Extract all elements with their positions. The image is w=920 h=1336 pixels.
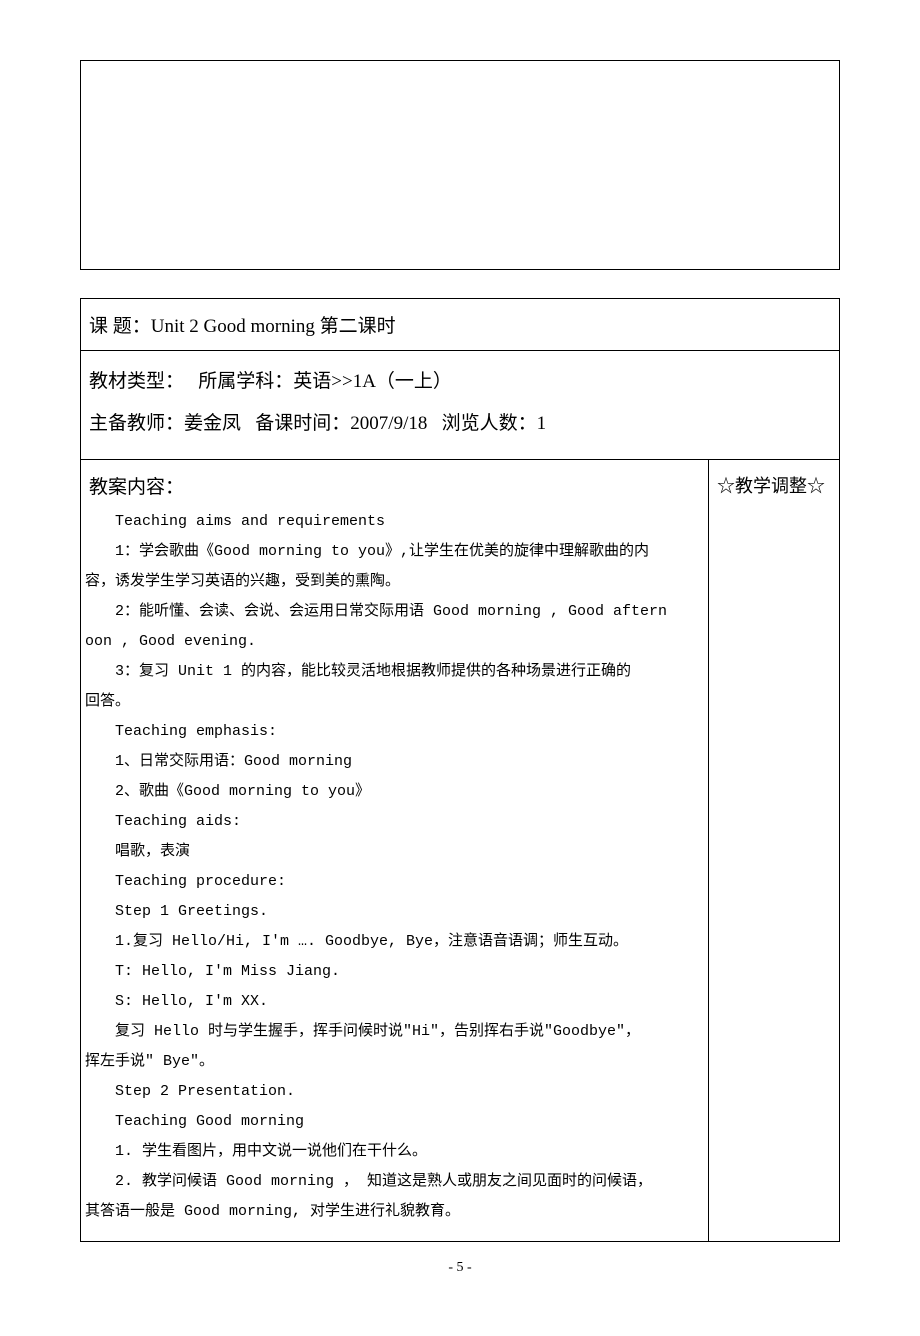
content-line: 复习 Hello 时与学生握手，挥手问候时说"Hi"，告别挥右手说"Goodby… [85, 1017, 704, 1047]
content-line: Step 2 Presentation. [85, 1077, 704, 1107]
content-line: 回答。 [85, 687, 704, 717]
lesson-plan-table: 课 题：Unit 2 Good morning 第二课时 教材类型： 所属学科：… [80, 298, 840, 1242]
adjustment-heading: ☆教学调整☆ [713, 470, 835, 506]
content-line: Teaching procedure: [85, 867, 704, 897]
content-line: Teaching Good morning [85, 1107, 704, 1137]
content-line: 1.复习 Hello/Hi, I'm …. Goodbye, Bye，注意语音语… [85, 927, 704, 957]
views-value: 1 [537, 413, 547, 434]
content-line: 2. 教学问候语 Good morning ， 知道这是熟人或朋友之间见面时的问… [85, 1167, 704, 1197]
content-line: Teaching emphasis: [85, 717, 704, 747]
content-line: 容，诱发学生学习英语的兴趣，受到美的熏陶。 [85, 567, 704, 597]
content-line: 1. 学生看图片，用中文说一说他们在干什么。 [85, 1137, 704, 1167]
content-body: Teaching aims and requirements1：学会歌曲《Goo… [85, 507, 704, 1227]
subject-value: 英语>>1A（一上） [293, 371, 452, 392]
content-line: S: Hello, I'm XX. [85, 987, 704, 1017]
prep-time-value: 2007/9/18 [350, 413, 427, 434]
content-line: 唱歌，表演 [85, 837, 704, 867]
content-line: 其答语一般是 Good morning, 对学生进行礼貌教育。 [85, 1197, 704, 1227]
meta-line-1: 教材类型： 所属学科：英语>>1A（一上） [89, 361, 831, 403]
content-line: Step 1 Greetings. [85, 897, 704, 927]
title-label: 课 题： [89, 316, 151, 337]
title-value: Unit 2 Good morning 第二课时 [151, 316, 396, 337]
teacher-label: 主备教师： [89, 413, 184, 434]
page-number: - 5 - [80, 1260, 840, 1276]
content-line: T: Hello, I'm Miss Jiang. [85, 957, 704, 987]
content-heading: 教案内容： [85, 470, 704, 507]
content-line: oon , Good evening. [85, 627, 704, 657]
meta-line-2: 主备教师：姜金凤 备课时间：2007/9/18 浏览人数：1 [89, 403, 831, 445]
views-label: 浏览人数： [442, 413, 537, 434]
content-line: 1、日常交际用语：Good morning [85, 747, 704, 777]
content-line: Teaching aims and requirements [85, 507, 704, 537]
prep-time-label: 备课时间： [255, 413, 350, 434]
meta-row: 教材类型： 所属学科：英语>>1A（一上） 主备教师：姜金凤 备课时间：2007… [81, 351, 839, 460]
content-line: 挥左手说" Bye"。 [85, 1047, 704, 1077]
content-line: Teaching aids: [85, 807, 704, 837]
adjustment-column: ☆教学调整☆ [709, 460, 839, 1241]
lesson-content-column: 教案内容： Teaching aims and requirements1：学会… [81, 460, 709, 1241]
content-line: 2：能听懂、会读、会说、会运用日常交际用语 Good morning , Goo… [85, 597, 704, 627]
top-empty-box [80, 60, 840, 270]
content-line: 1：学会歌曲《Good morning to you》,让学生在优美的旋律中理解… [85, 537, 704, 567]
content-line: 3：复习 Unit 1 的内容，能比较灵活地根据教师提供的各种场景进行正确的 [85, 657, 704, 687]
content-line: 2、歌曲《Good morning to you》 [85, 777, 704, 807]
teacher-value: 姜金凤 [184, 413, 241, 434]
title-row: 课 题：Unit 2 Good morning 第二课时 [81, 299, 839, 351]
content-wrapper: 教案内容： Teaching aims and requirements1：学会… [81, 460, 839, 1241]
material-type-label: 教材类型： [89, 371, 184, 392]
subject-label: 所属学科： [198, 371, 293, 392]
